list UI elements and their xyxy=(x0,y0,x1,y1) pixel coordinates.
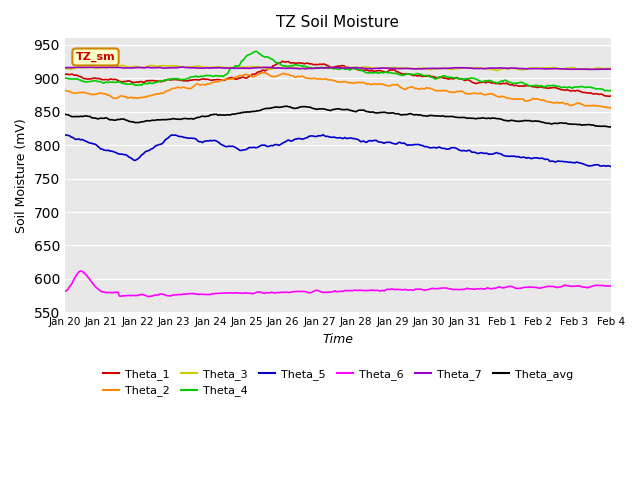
Legend: Theta_1, Theta_2, Theta_3, Theta_4, Theta_5, Theta_6, Theta_7, Theta_avg: Theta_1, Theta_2, Theta_3, Theta_4, Thet… xyxy=(98,364,578,401)
X-axis label: Time: Time xyxy=(323,333,353,346)
Title: TZ Soil Moisture: TZ Soil Moisture xyxy=(276,15,399,30)
Text: TZ_sm: TZ_sm xyxy=(76,52,115,62)
Y-axis label: Soil Moisture (mV): Soil Moisture (mV) xyxy=(15,118,28,233)
